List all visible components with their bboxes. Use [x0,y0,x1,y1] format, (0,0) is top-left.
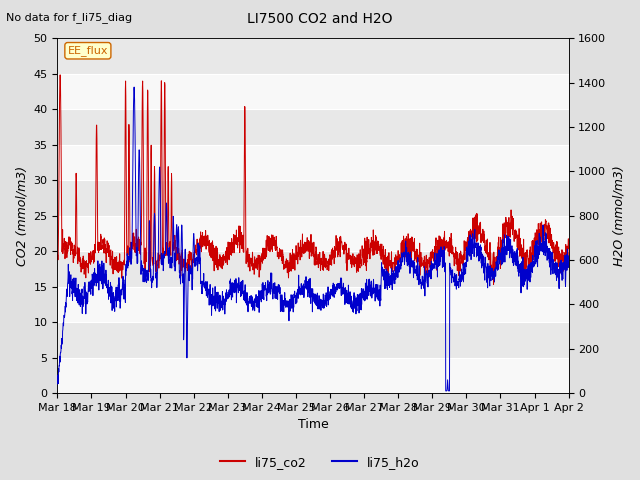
Bar [58,358,568,393]
Bar [58,38,568,74]
Bar [58,74,568,109]
Legend: li75_co2, li75_h2o: li75_co2, li75_h2o [215,451,425,474]
Bar [58,322,568,358]
Text: EE_flux: EE_flux [68,45,108,56]
Y-axis label: H2O (mmol/m3): H2O (mmol/m3) [612,165,625,266]
Bar [58,109,568,144]
Bar [58,251,568,287]
Text: No data for f_li75_diag: No data for f_li75_diag [6,12,132,23]
Text: LI7500 CO2 and H2O: LI7500 CO2 and H2O [247,12,393,26]
Bar [58,144,568,180]
X-axis label: Time: Time [298,419,328,432]
Bar [58,216,568,251]
Y-axis label: CO2 (mmol/m3): CO2 (mmol/m3) [15,166,28,266]
Bar [58,180,568,216]
Bar [58,287,568,322]
